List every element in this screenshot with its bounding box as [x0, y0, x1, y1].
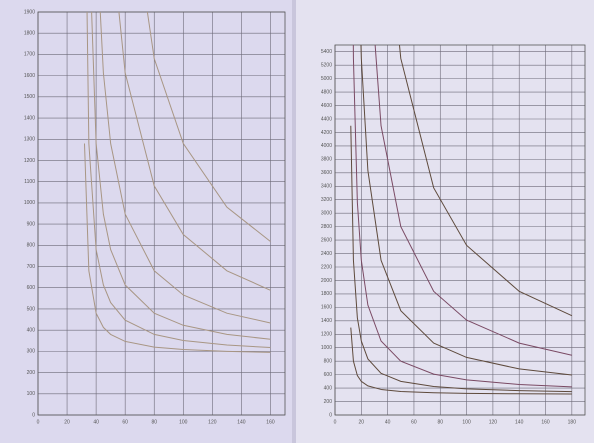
y-tick-label: 3000: [321, 211, 332, 217]
y-tick-label: 5200: [321, 63, 332, 69]
y-tick-label: 800: [324, 359, 333, 365]
y-tick-label: 3200: [321, 197, 332, 203]
y-tick-label: 300: [27, 349, 36, 355]
y-tick-label: 2800: [321, 224, 332, 230]
x-tick-label: 20: [64, 419, 70, 425]
y-tick-label: 2200: [321, 264, 332, 270]
y-tick-label: 800: [27, 243, 36, 249]
curve: [146, 12, 271, 242]
y-tick-label: 900: [27, 221, 36, 227]
y-tick-label: 600: [324, 372, 333, 378]
plot-frame: [334, 44, 586, 416]
y-tick-label: 400: [324, 385, 333, 391]
x-tick-label: 40: [93, 419, 99, 425]
y-tick-label: 5000: [321, 76, 332, 82]
curve: [398, 45, 573, 317]
curve: [118, 12, 271, 291]
x-tick-label: 0: [37, 419, 40, 425]
y-tick-label: 4600: [321, 103, 332, 109]
y-tick-label: 1500: [24, 94, 35, 100]
y-tick-label: 4000: [321, 143, 332, 149]
y-tick-label: 5400: [321, 49, 332, 55]
y-tick-label: 4400: [321, 116, 332, 122]
y-tick-label: 4800: [321, 89, 332, 95]
y-tick-label: 2600: [321, 237, 332, 243]
y-tick-label: 600: [27, 285, 36, 291]
y-tick-label: 1200: [321, 332, 332, 338]
curve: [350, 327, 572, 395]
y-tick-label: 1800: [24, 31, 35, 37]
x-tick-label: 100: [179, 419, 188, 425]
curve: [350, 125, 572, 393]
left-sheet: [0, 0, 292, 443]
y-tick-label: 1300: [24, 137, 35, 143]
y-tick-label: 2000: [321, 278, 332, 284]
x-tick-label: 140: [237, 419, 246, 425]
x-tick-label: 120: [489, 419, 498, 425]
y-tick-label: 1900: [24, 9, 35, 15]
x-tick-label: 160: [266, 419, 275, 425]
x-tick-label: 180: [568, 419, 577, 425]
curve: [91, 12, 271, 340]
y-tick-label: 1700: [24, 52, 35, 58]
x-tick-label: 80: [151, 419, 157, 425]
y-tick-label: 3400: [321, 184, 332, 190]
curve: [352, 45, 572, 388]
y-tick-label: 1400: [321, 318, 332, 324]
y-tick-label: 500: [27, 306, 36, 312]
x-tick-label: 20: [359, 419, 365, 425]
y-tick-label: 1400: [24, 115, 35, 121]
plot-frame: [37, 11, 286, 416]
y-tick-label: 1200: [24, 158, 35, 164]
curve: [374, 45, 572, 356]
y-tick-label: 0: [329, 412, 332, 418]
curve: [360, 45, 572, 376]
y-tick-label: 3600: [321, 170, 332, 176]
curve: [86, 12, 271, 349]
y-tick-label: 3800: [321, 157, 332, 163]
y-tick-label: 200: [27, 370, 36, 376]
right-sheet: [296, 0, 594, 443]
y-tick-label: 400: [27, 327, 36, 333]
x-tick-label: 40: [385, 419, 391, 425]
x-tick-label: 0: [334, 419, 337, 425]
y-tick-label: 4200: [321, 130, 332, 136]
x-tick-label: 120: [208, 419, 217, 425]
x-tick-label: 80: [437, 419, 443, 425]
x-tick-label: 100: [462, 419, 471, 425]
y-tick-label: 1600: [24, 73, 35, 79]
curve: [83, 143, 271, 353]
y-tick-label: 100: [27, 391, 36, 397]
y-tick-label: 700: [27, 264, 36, 270]
y-tick-label: 1600: [321, 305, 332, 311]
x-tick-label: 60: [411, 419, 417, 425]
curve: [99, 12, 271, 324]
y-tick-label: 1800: [321, 291, 332, 297]
x-tick-label: 60: [122, 419, 128, 425]
x-tick-label: 160: [541, 419, 550, 425]
y-tick-label: 0: [32, 412, 35, 418]
y-tick-label: 1000: [24, 200, 35, 206]
y-tick-label: 2400: [321, 251, 332, 257]
x-tick-label: 140: [515, 419, 524, 425]
y-tick-label: 1000: [321, 345, 332, 351]
y-tick-label: 200: [324, 399, 333, 405]
y-tick-label: 1100: [24, 179, 35, 185]
